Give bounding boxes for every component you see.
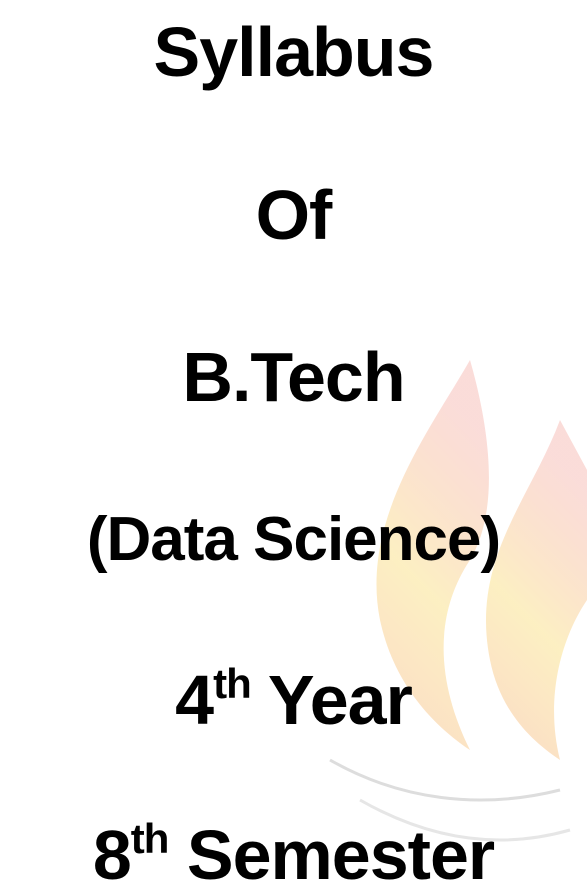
title-line: B.Tech — [0, 337, 587, 417]
number: 8 — [93, 816, 131, 894]
ordinal-suffix: th — [213, 660, 251, 707]
title-line: 4th Year — [0, 660, 587, 740]
title-line: (Data Science) — [0, 500, 587, 580]
page: Syllabus Of B.Tech (Data Science) 4th Ye… — [0, 0, 587, 894]
word: Year — [268, 661, 412, 739]
number: 4 — [175, 661, 213, 739]
ordinal-suffix: th — [131, 815, 169, 862]
title-line: Syllabus — [0, 12, 587, 92]
title-line: 8th Semester — [0, 815, 587, 895]
title-line: Of — [0, 175, 587, 255]
word: Semester — [187, 816, 494, 894]
watermark — [0, 0, 587, 894]
swoosh — [330, 760, 560, 800]
